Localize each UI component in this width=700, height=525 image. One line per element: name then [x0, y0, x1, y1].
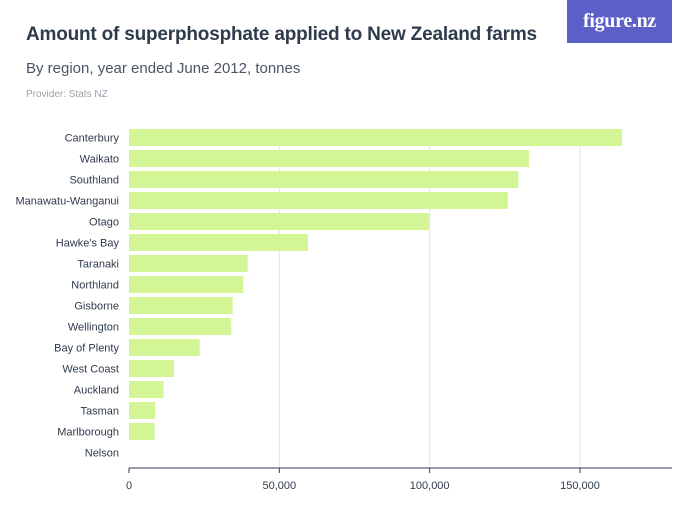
category-label: Taranaki	[77, 259, 119, 271]
x-tick-label: 0	[126, 480, 132, 492]
chart-title: Amount of superphosphate applied to New …	[26, 24, 537, 45]
category-label: Nelson	[85, 448, 119, 460]
x-tick-label: 150,000	[560, 480, 600, 492]
bar[interactable]	[129, 360, 175, 377]
bar[interactable]	[129, 318, 232, 335]
bar[interactable]	[129, 234, 308, 251]
bar[interactable]	[129, 171, 519, 188]
chart-subtitle: By region, year ended June 2012, tonnes	[26, 60, 301, 77]
category-label: Canterbury	[65, 133, 120, 145]
bar[interactable]	[129, 339, 200, 356]
category-label: Otago	[89, 217, 119, 229]
figure-nz-logo[interactable]: figure.nz	[567, 0, 672, 43]
category-label: Northland	[71, 280, 119, 292]
bar[interactable]	[129, 255, 248, 272]
bar[interactable]	[129, 150, 529, 167]
category-label: Auckland	[74, 385, 119, 397]
data-provider: Provider: Stats NZ	[26, 89, 108, 100]
category-label: Marlborough	[57, 427, 119, 439]
category-label: Tasman	[80, 406, 119, 418]
bar[interactable]	[129, 192, 508, 209]
category-label: Bay of Plenty	[54, 343, 119, 355]
category-label: Southland	[69, 175, 119, 187]
bar[interactable]	[129, 402, 156, 419]
category-label: Gisborne	[74, 301, 119, 313]
x-tick-label: 50,000	[263, 480, 297, 492]
bar[interactable]	[129, 213, 429, 230]
category-label: Hawke's Bay	[56, 238, 120, 250]
category-label: Wellington	[68, 322, 119, 334]
x-tick-label: 100,000	[410, 480, 450, 492]
bar[interactable]	[129, 297, 233, 314]
bar[interactable]	[129, 423, 155, 440]
category-label: Waikato	[80, 154, 119, 166]
bar[interactable]	[129, 129, 623, 146]
category-label: Manawatu-Wanganui	[15, 196, 119, 208]
bar[interactable]	[129, 381, 164, 398]
bar[interactable]	[129, 276, 244, 293]
category-label: West Coast	[62, 364, 119, 376]
